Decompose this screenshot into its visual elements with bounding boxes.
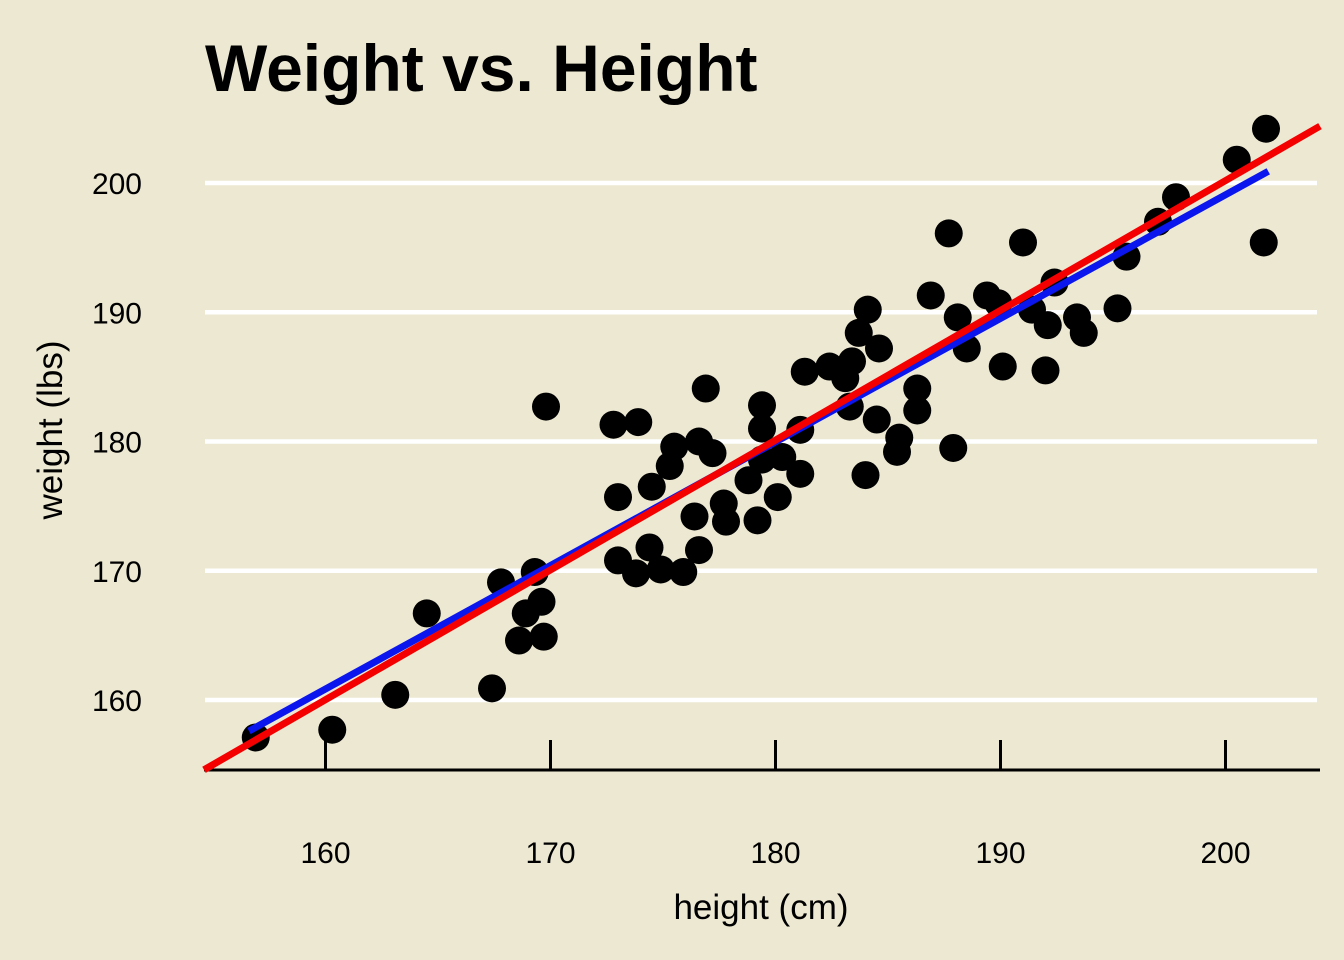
data-point (532, 392, 560, 421)
data-point (646, 555, 675, 584)
data-point (712, 507, 740, 536)
data-point (624, 408, 653, 437)
y-axis-title: weight (lbs) (31, 340, 70, 520)
data-point (1069, 318, 1098, 347)
data-point (622, 559, 650, 588)
data-point (505, 626, 533, 655)
y-tick-label-190: 190 (92, 297, 142, 330)
data-point (669, 558, 698, 587)
data-point (318, 715, 347, 744)
data-point (748, 414, 776, 443)
data-point (865, 334, 893, 363)
y-tick-label-160: 160 (92, 685, 142, 718)
data-point (862, 405, 891, 434)
data-point (599, 410, 628, 439)
data-point (1033, 311, 1062, 340)
data-point (885, 423, 914, 452)
data-point (763, 483, 792, 512)
data-point (691, 374, 720, 403)
data-point (934, 219, 963, 248)
data-point (851, 461, 880, 490)
data-point (988, 352, 1017, 381)
data-point (529, 622, 558, 651)
data-point (1103, 294, 1132, 323)
data-point (916, 281, 945, 310)
x-tick-label-160: 160 (300, 837, 350, 870)
data-point (685, 536, 713, 565)
data-point (1249, 228, 1278, 257)
y-tick-label-170: 170 (92, 556, 142, 589)
x-axis-title: height (cm) (673, 888, 849, 927)
y-tick-label-200: 200 (92, 168, 142, 201)
data-point (939, 433, 968, 462)
data-point (1252, 114, 1280, 143)
data-point (635, 533, 664, 562)
data-point (786, 459, 815, 488)
data-point (1031, 356, 1060, 385)
x-tick-label-190: 190 (975, 837, 1025, 870)
data-point (1009, 228, 1037, 257)
x-tick-label-200: 200 (1200, 837, 1250, 870)
data-point (412, 599, 441, 628)
x-tick-label-170: 170 (525, 837, 575, 870)
data-point (698, 439, 727, 468)
chart-title: Weight vs. Height (205, 31, 758, 105)
data-point (478, 674, 506, 703)
data-point (768, 443, 797, 472)
fit-line-red (202, 123, 1322, 773)
data-point (943, 303, 972, 332)
data-point (903, 396, 932, 425)
data-point (637, 472, 666, 501)
data-point (748, 391, 776, 420)
data-point (680, 502, 709, 531)
data-point (743, 506, 772, 535)
x-tick-label-180: 180 (750, 837, 800, 870)
data-point (604, 483, 632, 512)
data-point (903, 374, 932, 403)
data-point (381, 680, 410, 709)
data-point (844, 318, 873, 347)
data-point (853, 295, 882, 324)
y-tick-label-180: 180 (92, 427, 142, 460)
data-point (734, 466, 763, 495)
data-point (790, 357, 819, 386)
data-point (511, 599, 540, 628)
data-point (660, 432, 689, 461)
data-point (838, 347, 866, 376)
